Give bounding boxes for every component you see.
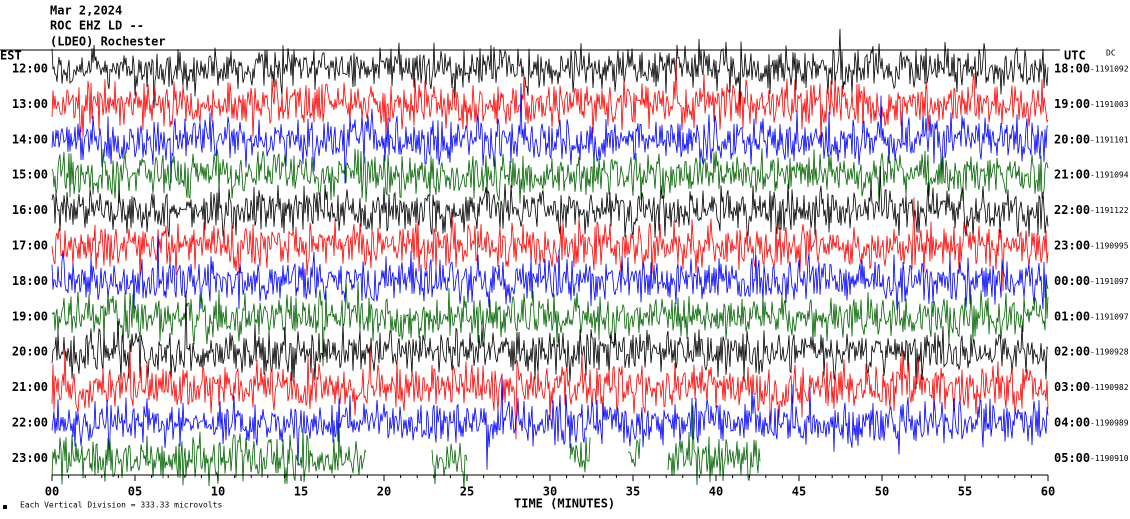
seismic-trace [51, 165, 1049, 239]
x-tick-label: 25 [460, 485, 474, 499]
seismic-trace [51, 345, 1049, 440]
dc-offset: -1191003 [1090, 100, 1129, 109]
utc-tick-label: 20:00 [1054, 132, 1090, 146]
est-tick-label: 18:00 [12, 274, 48, 288]
seismic-trace [51, 59, 1049, 142]
x-tick-label: 20 [377, 485, 391, 499]
seismic-trace [51, 278, 1049, 367]
utc-label: UTC [1064, 49, 1086, 63]
x-tick-label: 00 [45, 485, 59, 499]
x-axis-title: TIME (MINUTES) [514, 497, 615, 511]
est-tick-label: 12:00 [12, 62, 48, 76]
dc-offset: -1190910 [1090, 454, 1129, 463]
x-tick-label: 40 [709, 485, 723, 499]
x-tick-label: 05 [128, 485, 142, 499]
utc-tick-label: 18:00 [1054, 62, 1090, 76]
est-tick-label: 19:00 [12, 309, 48, 323]
dc-offset: -1190989 [1090, 419, 1129, 428]
utc-tick-label: 19:00 [1054, 97, 1090, 111]
utc-tick-label: 04:00 [1054, 416, 1090, 430]
seismic-trace [51, 148, 1049, 205]
seismic-trace [51, 423, 367, 487]
x-tick-label: 15 [294, 485, 308, 499]
est-tick-label: 14:00 [12, 132, 48, 146]
est-tick-label: 20:00 [12, 345, 48, 359]
seismic-trace [51, 290, 1049, 390]
header-line: Mar 2,2024 [50, 4, 122, 18]
est-tick-label: 21:00 [12, 380, 48, 394]
x-tick-label: 10 [211, 485, 225, 499]
header-line: ROC EHZ LD -- [50, 19, 144, 33]
utc-tick-label: 22:00 [1054, 203, 1090, 217]
seismic-trace [51, 28, 1049, 109]
dc-offset: -1191101 [1090, 135, 1129, 144]
dc-offset: -1191122 [1090, 206, 1129, 215]
seismic-trace [667, 405, 761, 486]
utc-tick-label: 23:00 [1054, 239, 1090, 253]
est-tick-label: 23:00 [12, 451, 48, 465]
est-tick-label: 22:00 [12, 416, 48, 430]
dc-label: DC [1106, 49, 1116, 58]
utc-tick-label: 00:00 [1054, 274, 1090, 288]
est-tick-label: 15:00 [12, 168, 48, 182]
scale-icon [3, 505, 7, 509]
seismic-trace [51, 377, 1049, 470]
dc-offset: -1191092 [1090, 65, 1129, 74]
scale-note: Each Vertical Division = 333.33 microvol… [20, 501, 222, 510]
est-tick-label: 16:00 [12, 203, 48, 217]
utc-tick-label: 01:00 [1054, 309, 1090, 323]
x-tick-label: 60 [1041, 485, 1055, 499]
x-tick-label: 30 [543, 485, 557, 499]
seismic-trace [627, 438, 641, 467]
dc-offset: -1191097 [1090, 312, 1129, 321]
dc-offset: -1190995 [1090, 242, 1129, 251]
seismic-trace [51, 235, 1049, 311]
dc-offset: -1191097 [1090, 277, 1129, 286]
x-tick-label: 35 [626, 485, 640, 499]
x-tick-label: 55 [958, 485, 972, 499]
header-line: (LDEO) Rochester [50, 35, 166, 49]
est-tick-label: 13:00 [12, 97, 48, 111]
est-tick-label: 17:00 [12, 239, 48, 253]
seismic-trace [431, 442, 468, 490]
utc-tick-label: 02:00 [1054, 345, 1090, 359]
est-label: EST [0, 49, 22, 63]
dc-offset: -1190928 [1090, 348, 1129, 357]
utc-tick-label: 03:00 [1054, 380, 1090, 394]
traces [51, 28, 1049, 490]
seismic-trace [569, 436, 591, 473]
dc-offset: -1191094 [1090, 171, 1129, 180]
utc-tick-label: 05:00 [1054, 451, 1090, 465]
x-tick-label: 50 [875, 485, 889, 499]
dc-offset: -1190982 [1090, 383, 1129, 392]
seismic-trace [51, 83, 1049, 184]
seismic-trace [51, 197, 1049, 292]
x-tick-label: 45 [792, 485, 806, 499]
utc-tick-label: 21:00 [1054, 168, 1090, 182]
